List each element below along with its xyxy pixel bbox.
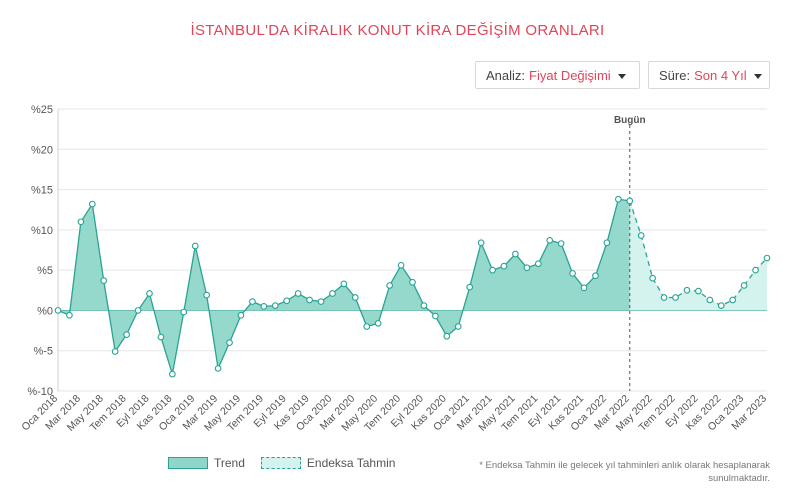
trend-point [557, 240, 565, 247]
trend-point [443, 332, 451, 340]
forecast-point [763, 254, 771, 262]
trend-point [409, 278, 416, 286]
legend-label-trend: Trend [214, 456, 245, 470]
legend-item-tahmin[interactable]: Endeksa Tahmin [260, 456, 396, 470]
forecast-point [649, 274, 656, 282]
trend-point [386, 282, 393, 289]
forecast-point [740, 282, 748, 289]
trend-point [569, 270, 576, 277]
trend-point [134, 307, 142, 314]
y-tick-label: %20 [31, 144, 53, 156]
trend-point [271, 302, 279, 309]
trend-point [191, 242, 199, 250]
forecast-point [706, 296, 714, 304]
y-tick-label: %10 [31, 225, 53, 237]
trend-point [614, 195, 622, 203]
trend-point [111, 348, 119, 355]
trend-point [454, 323, 462, 330]
trend-point [477, 239, 485, 247]
trend-point [54, 307, 62, 314]
trend-point [317, 298, 325, 305]
trend-point [374, 319, 382, 327]
trend-point [123, 331, 130, 338]
trend-point [100, 277, 108, 284]
trend-point [203, 291, 211, 299]
legend-swatch-tahmin [260, 457, 301, 469]
forecast-point [695, 287, 702, 295]
trend-point [626, 197, 634, 205]
trend-point [489, 266, 496, 274]
trend-point [180, 308, 188, 316]
trend-point [237, 311, 245, 319]
trend-point [226, 339, 233, 347]
trend-point [249, 298, 256, 305]
today-label: Bugün [614, 115, 646, 126]
forecast-point [672, 294, 679, 301]
analiz-label: Analiz: [486, 67, 526, 83]
trend-point [432, 312, 439, 320]
trend-point [88, 200, 96, 208]
y-tick-label: %0 [37, 305, 53, 317]
legend-swatch-trend [168, 457, 208, 469]
sure-label: Süre: [659, 67, 691, 83]
legend-item-trend[interactable]: Trend [168, 456, 245, 470]
footnote: * Endeksa Tahmin ile gelecek yıl tahminl… [479, 460, 770, 484]
trend-point [580, 284, 588, 292]
trend-point [546, 236, 554, 244]
trend-point [603, 239, 611, 247]
trend-point [340, 280, 348, 288]
trend-point [420, 302, 428, 309]
y-tick-label: %5 [37, 265, 53, 277]
trend-point [66, 311, 73, 319]
y-tick-label: %15 [31, 185, 53, 197]
trend-point [294, 290, 302, 297]
forecast-point [637, 232, 645, 239]
y-tick-label: %-5 [33, 346, 53, 358]
trend-point [592, 272, 599, 280]
trend-point [157, 333, 165, 341]
trend-point [146, 290, 153, 297]
forecast-area [629, 200, 767, 311]
forecast-point [660, 294, 668, 301]
trend-point [169, 370, 176, 378]
chevron-down-icon [617, 73, 626, 79]
forecast-point [717, 302, 725, 309]
chevron-down-icon [753, 73, 762, 79]
forecast-point [683, 286, 691, 294]
sure-dropdown[interactable]: Süre: Son 4 Yıl [648, 61, 770, 89]
trend-point [214, 365, 222, 372]
y-tick-label: %-10 [27, 386, 53, 398]
forecast-point [752, 266, 759, 274]
y-tick-label: %25 [31, 104, 53, 116]
trend-point [77, 218, 85, 226]
trend-point [351, 294, 359, 301]
forecast-point [729, 296, 737, 304]
trend-point [306, 296, 313, 304]
trend-point [466, 283, 474, 291]
trend-point [500, 262, 508, 270]
trend-point [523, 264, 531, 272]
chart-title: İSTANBUL'DA KİRALIK KONUT KİRA DEĞİŞİM O… [190, 22, 605, 39]
legend-label-tahmin: Endeksa Tahmin [306, 456, 396, 470]
analiz-dropdown[interactable]: Analiz: Fiyat Değişimi [475, 61, 640, 89]
trend-point [363, 323, 371, 330]
sure-value: Son 4 Yıl [694, 67, 747, 83]
trend-point [329, 290, 336, 297]
trend-point [397, 261, 405, 269]
analiz-value: Fiyat Değişimi [529, 67, 611, 83]
trend-point [260, 303, 268, 310]
trend-point [534, 260, 542, 268]
legend: Trend Endeksa Tahmin [168, 456, 411, 470]
trend-point [512, 250, 519, 258]
trend-point [283, 297, 291, 305]
